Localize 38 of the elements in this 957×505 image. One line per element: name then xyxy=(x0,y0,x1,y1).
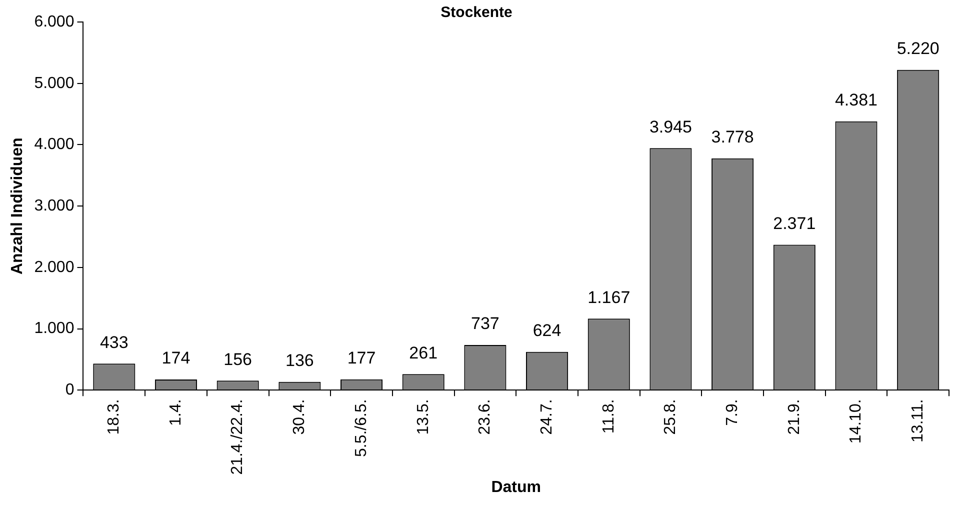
chart-title: Stockente xyxy=(440,4,512,22)
y-tick-label: 1.000 xyxy=(34,320,74,338)
y-axis-title: Anzahl Individuen xyxy=(9,138,26,275)
x-tick-label: 18.3. xyxy=(106,399,123,435)
data-label: 3.945 xyxy=(649,117,692,136)
y-tick-label: 4.000 xyxy=(34,136,74,154)
data-label: 261 xyxy=(409,343,438,362)
x-tick-label: 23.6. xyxy=(476,399,494,435)
data-label: 737 xyxy=(471,314,500,334)
y-tick-label: 2.000 xyxy=(34,258,74,276)
x-tick-label: 5.5./6.5. xyxy=(352,399,370,458)
data-label: 136 xyxy=(285,351,314,370)
data-label: 177 xyxy=(347,348,376,368)
data-label: 1.167 xyxy=(588,288,630,307)
x-tick-label: 13.11. xyxy=(909,399,926,442)
data-label: 2.371 xyxy=(773,214,816,233)
data-label: 624 xyxy=(532,321,562,340)
y-tick-label: 5.000 xyxy=(34,74,74,92)
y-tick-label: 3.000 xyxy=(34,198,74,214)
x-tick-label: 14.10. xyxy=(848,399,865,444)
x-tick-label: 21.9. xyxy=(786,399,803,435)
data-label: 174 xyxy=(162,348,190,368)
y-tick-label: 6.000 xyxy=(34,13,74,30)
data-label: 433 xyxy=(100,332,128,352)
x-tick-label: 13.5. xyxy=(414,399,432,435)
x-tick-label: 30.4. xyxy=(291,399,308,435)
x-tick-label: 25.8. xyxy=(662,399,680,435)
x-tick-label: 7.9. xyxy=(724,399,741,426)
x-tick-label: 1.4. xyxy=(167,399,184,426)
data-label: 5.220 xyxy=(896,39,940,58)
x-tick-label: 24.7. xyxy=(538,399,556,435)
y-tick-label: 0 xyxy=(65,382,74,399)
data-label: 156 xyxy=(224,350,252,369)
x-tick-label: 11.8. xyxy=(600,399,618,434)
data-label: 3.778 xyxy=(711,128,754,147)
x-axis-title: Datum xyxy=(491,478,542,496)
data-label: 4.381 xyxy=(834,90,878,110)
x-tick-label: 21.4./22.4. xyxy=(229,399,246,475)
